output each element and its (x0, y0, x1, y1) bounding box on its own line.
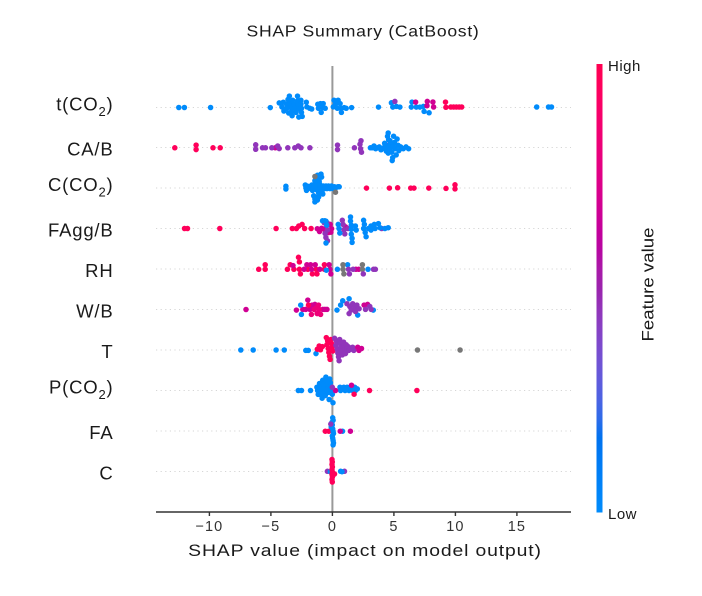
svg-text:C: C (99, 462, 113, 483)
svg-text:−5: −5 (262, 519, 281, 535)
svg-text:Feature value: Feature value (639, 228, 658, 342)
svg-text:5: 5 (389, 519, 398, 535)
svg-text:SHAP Summary (CatBoost): SHAP Summary (CatBoost) (247, 22, 480, 40)
svg-text:High: High (608, 58, 641, 75)
svg-text:SHAP value (impact on model ou: SHAP value (impact on model output) (188, 541, 542, 560)
svg-text:0: 0 (328, 519, 337, 535)
svg-text:RH: RH (85, 260, 113, 281)
svg-text:T: T (101, 341, 113, 362)
svg-text:CA/B: CA/B (67, 138, 113, 159)
svg-text:Low: Low (608, 506, 637, 523)
svg-text:W/B: W/B (76, 300, 113, 321)
svg-text:−10: −10 (195, 519, 223, 535)
svg-text:15: 15 (508, 519, 526, 535)
svg-text:FAgg/B: FAgg/B (48, 219, 113, 240)
svg-text:10: 10 (446, 519, 464, 535)
svg-text:FA: FA (89, 422, 113, 443)
